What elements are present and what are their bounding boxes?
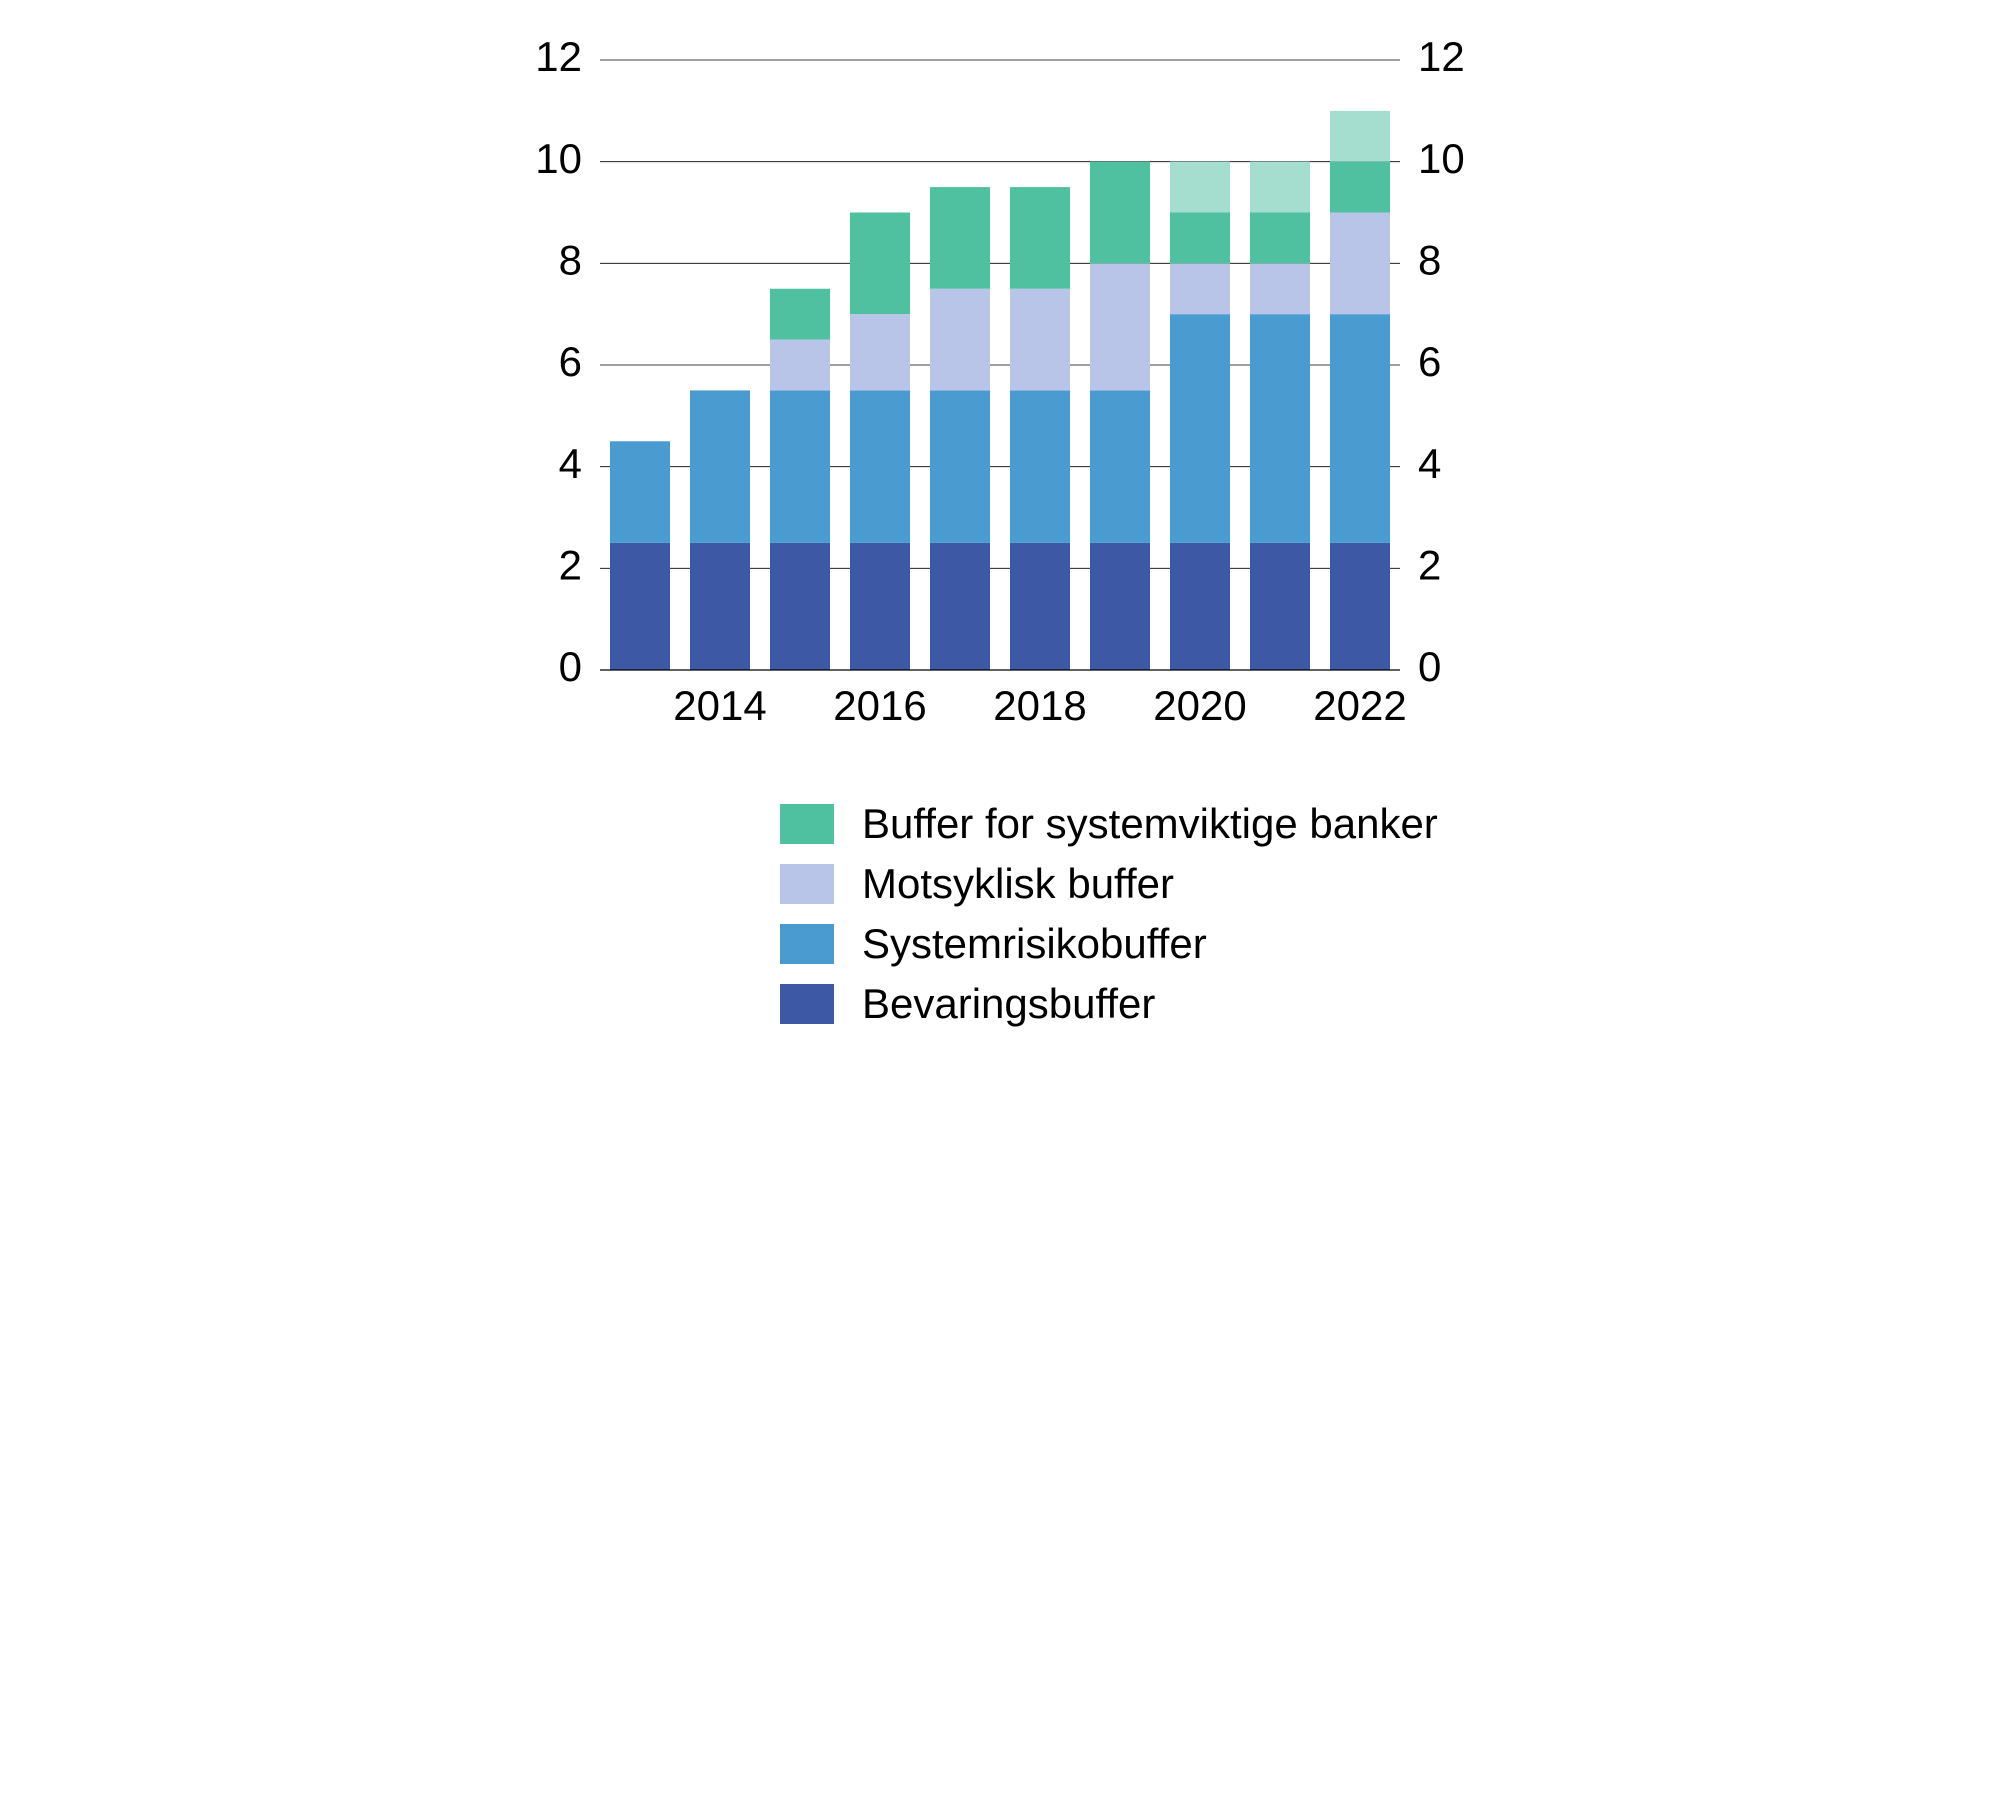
bar-segment [930,289,990,391]
y-tick-label-right: 6 [1418,338,1441,385]
y-tick-label-left: 10 [535,135,582,182]
bar-segment [690,390,750,542]
x-tick-label: 2016 [833,682,926,729]
legend-item: Systemrisikobuffer [780,920,1207,968]
bar-segment [1330,111,1390,162]
bar-segment [1170,314,1230,543]
legend-swatch [780,804,834,844]
bar-segment [1170,162,1230,213]
legend-swatch [780,984,834,1024]
bar-segment [850,314,910,390]
legend-item: Motsyklisk buffer [780,860,1174,908]
y-tick-label-right: 4 [1418,440,1441,487]
bar-segment [1330,314,1390,543]
bar-segment [850,543,910,670]
bar-segment [930,187,990,289]
bar-segment [1330,213,1390,315]
x-tick-label: 2014 [673,682,766,729]
legend-swatch [780,864,834,904]
bar-segment [1090,390,1150,542]
bar-segment [610,441,670,543]
bar-segment [1250,543,1310,670]
bar-segment [1010,187,1070,289]
bar-segment [1170,213,1230,264]
legend-label: Buffer for systemviktige banker [862,800,1438,848]
bar-segment [1010,543,1070,670]
bar-segment [770,543,830,670]
x-tick-label: 2018 [993,682,1086,729]
bar-segment [1250,263,1310,314]
y-tick-label-left: 4 [559,440,582,487]
legend-item: Buffer for systemviktige banker [780,800,1438,848]
bar-segment [1330,543,1390,670]
legend-swatch [780,924,834,964]
bar-segment [930,543,990,670]
bar-segment [610,543,670,670]
bar-segment [1170,543,1230,670]
stacked-bar-chart: 0 0 2 2 4 4 6 6 8 8 10 10 12 12 2014 2016 2018 2020 2022 B… [520,40,1480,1028]
bar-segment [930,390,990,542]
x-tick-label: 2020 [1153,682,1246,729]
y-tick-label-right: 0 [1418,643,1441,690]
y-tick-label-left: 0 [559,643,582,690]
bar-segment [1250,213,1310,264]
bar-segment [1170,263,1230,314]
bar-segment [1090,263,1150,390]
chart-canvas: 0 0 2 2 4 4 6 6 8 8 10 10 12 12 2014 2016 2018 2020 2022 [520,40,1480,740]
y-tick-label-right: 2 [1418,541,1441,588]
y-tick-label-left: 8 [559,236,582,283]
bar-segment [1250,162,1310,213]
x-tick-label: 2022 [1313,682,1406,729]
legend: Buffer for systemviktige banker Motsyklis… [780,800,1480,1028]
bar-segment [1010,390,1070,542]
bar-segment [1330,162,1390,213]
bar-segment [1010,289,1070,391]
y-tick-label-left: 12 [535,40,582,80]
bar-segment [1090,162,1150,264]
bar-segment [770,340,830,391]
y-tick-label-left: 6 [559,338,582,385]
bar-segment [850,390,910,542]
bar-segment [850,213,910,315]
y-tick-label-right: 10 [1418,135,1465,182]
legend-label: Motsyklisk buffer [862,860,1174,908]
bar-segment [770,289,830,340]
legend-item: Bevaringsbuffer [780,980,1155,1028]
bar-segment [770,390,830,542]
bar-segment [1090,543,1150,670]
bar-segment [690,543,750,670]
y-tick-label-right: 8 [1418,236,1441,283]
legend-label: Bevaringsbuffer [862,980,1155,1028]
bar-segment [1250,314,1310,543]
y-tick-label-right: 12 [1418,40,1465,80]
y-tick-label-left: 2 [559,541,582,588]
legend-label: Systemrisikobuffer [862,920,1207,968]
